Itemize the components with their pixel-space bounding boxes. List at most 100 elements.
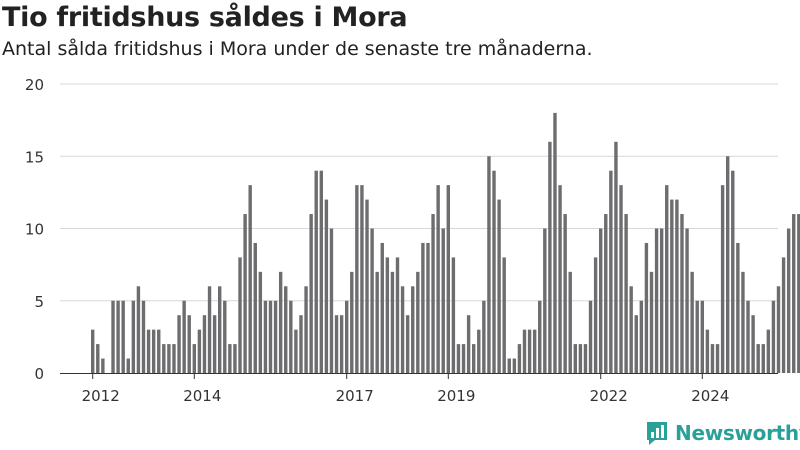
bar <box>609 170 613 373</box>
bar <box>563 214 567 373</box>
bar <box>604 214 608 373</box>
bar <box>360 185 364 373</box>
bar <box>172 344 176 373</box>
bar <box>314 170 318 373</box>
bar <box>507 358 511 373</box>
bar <box>751 315 755 373</box>
bar <box>284 286 288 373</box>
bar <box>487 156 491 373</box>
bar <box>202 315 207 373</box>
bar <box>319 170 323 373</box>
bar <box>177 315 181 373</box>
bar <box>726 156 730 373</box>
bar <box>385 257 390 373</box>
bar <box>472 344 476 373</box>
bar <box>670 199 674 373</box>
bar <box>329 228 334 373</box>
bar <box>639 300 644 373</box>
bar <box>309 214 313 373</box>
bar <box>797 214 800 373</box>
bar <box>273 300 278 373</box>
bar <box>553 112 557 374</box>
bar <box>243 214 247 373</box>
bar <box>675 199 679 373</box>
bar <box>614 141 618 373</box>
bar <box>685 228 689 373</box>
bar <box>126 358 130 373</box>
bar <box>405 315 410 373</box>
bar <box>456 344 461 373</box>
bar <box>543 228 547 373</box>
bar <box>522 329 527 373</box>
bar <box>345 300 349 373</box>
bar <box>761 344 765 373</box>
bar <box>365 199 369 373</box>
y-tick-label: 10 <box>25 221 44 239</box>
bar <box>441 228 445 373</box>
bar <box>146 329 151 373</box>
bar <box>720 185 725 373</box>
bar <box>659 228 664 373</box>
bar <box>390 271 395 373</box>
bar <box>182 300 186 373</box>
bar <box>238 257 242 373</box>
bar <box>700 300 704 373</box>
bar <box>228 344 232 373</box>
bar <box>461 344 466 373</box>
bar <box>502 257 506 373</box>
bar <box>136 286 141 373</box>
bar <box>629 286 633 373</box>
bar <box>517 344 522 373</box>
bar <box>167 344 171 373</box>
bar <box>665 185 669 373</box>
bar <box>258 271 263 373</box>
bar <box>268 300 273 373</box>
bar <box>477 329 481 373</box>
bar <box>512 358 517 373</box>
bar <box>223 300 227 373</box>
bar <box>492 170 496 373</box>
bar <box>141 300 146 373</box>
bar <box>756 344 760 373</box>
bar <box>619 185 623 373</box>
bar <box>121 300 125 373</box>
bar <box>680 214 684 373</box>
bar <box>482 300 486 373</box>
bar <box>187 315 191 373</box>
bar <box>634 315 638 373</box>
bar <box>218 286 222 373</box>
bar <box>436 185 440 373</box>
bar <box>101 358 105 373</box>
bar <box>741 271 745 373</box>
bar <box>731 170 735 373</box>
x-tick-label: 2014 <box>183 387 221 405</box>
x-tick-label: 2017 <box>336 387 374 405</box>
bar <box>583 344 588 373</box>
bar <box>192 344 196 373</box>
bar <box>355 185 359 373</box>
bar <box>599 228 603 373</box>
bar <box>624 214 628 373</box>
bar <box>781 257 786 373</box>
chart-subtitle: Antal sålda fritidshus i Mora under de s… <box>2 38 593 60</box>
bar <box>654 228 659 373</box>
x-tick-label: 2024 <box>691 387 729 405</box>
bar <box>339 315 344 373</box>
bar <box>157 329 161 373</box>
bar <box>558 185 562 373</box>
bar <box>324 199 329 373</box>
bar <box>527 329 532 373</box>
bar <box>248 185 252 373</box>
y-tick-label: 0 <box>34 365 44 383</box>
bar <box>771 300 776 373</box>
bar <box>212 315 217 373</box>
bar <box>644 242 649 373</box>
x-tick-label: 2019 <box>437 387 475 405</box>
bar <box>263 300 268 373</box>
bar <box>207 286 212 373</box>
bar <box>375 271 379 373</box>
bar <box>278 271 283 373</box>
bar <box>548 141 552 373</box>
bar <box>116 300 120 373</box>
bar <box>451 257 456 373</box>
